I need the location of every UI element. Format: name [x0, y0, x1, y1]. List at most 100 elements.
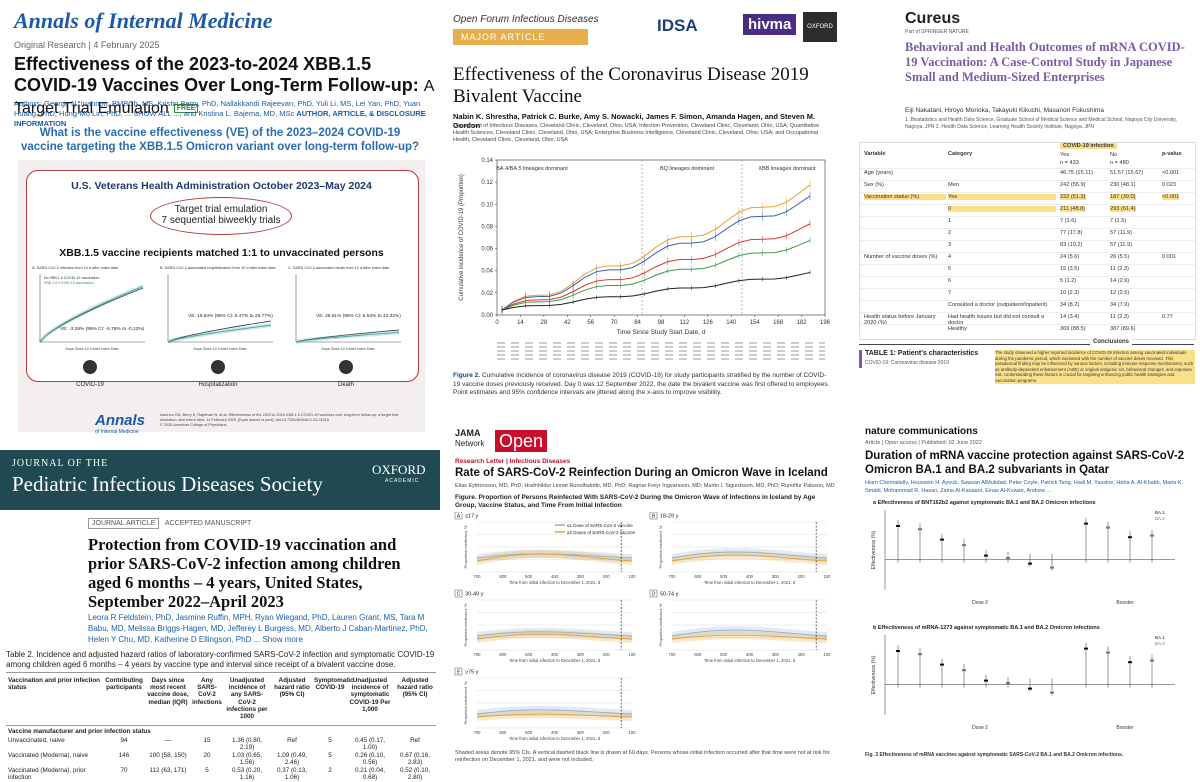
journal-logo: Cureus	[905, 10, 961, 27]
x-label: Days Since 10 d After Index Date	[194, 347, 247, 351]
y-label: Proportion reinfected, %	[658, 525, 663, 568]
row-line	[860, 216, 1195, 217]
figure-footnote: Shaded areas denote 95% CIs. A vertical …	[455, 750, 830, 763]
table-cell: 5	[328, 737, 332, 744]
table-cell: 7	[948, 290, 952, 296]
effect-marker	[984, 554, 988, 557]
design-sub: 7 sequential biweekly trials	[161, 215, 281, 226]
design: Target trial emulation	[174, 204, 268, 215]
table-cell: 187 (39.0)	[1110, 194, 1136, 201]
figure-caption: Figure. Proportion of Persons Reinfected…	[455, 494, 816, 509]
panel-letter-box	[454, 512, 463, 520]
article-title: Effectiveness of the 2023-to-2024 XBB.1.…	[14, 54, 434, 119]
x-tick-label: 200	[603, 652, 611, 657]
x-tick-label: 182	[797, 320, 808, 326]
effect-marker	[1106, 526, 1110, 529]
section: Research Letter | Infectious Diseases	[455, 458, 571, 465]
effect-marker	[1084, 647, 1088, 650]
ci-band	[672, 626, 827, 640]
table-cell: Ref	[287, 737, 297, 744]
panel-title: B. SARS-CoV-2-associated hospitalization…	[160, 266, 276, 270]
outcome-label: COVID-19	[76, 382, 104, 388]
row-line	[860, 324, 1195, 325]
table-cell: 5	[205, 767, 209, 774]
x-tick-label: 154	[750, 320, 761, 326]
effectiveness-charts: a Effectiveness of BNT162b2 against symp…	[871, 500, 1175, 731]
table-cell: Number of vaccine doses (%)	[864, 254, 938, 260]
publisher: OXFORD	[372, 462, 426, 477]
panel-letter-box	[649, 512, 658, 520]
x-tick-label: 84	[634, 320, 641, 326]
row-line	[860, 228, 1195, 229]
x-tick-label: 700	[669, 652, 677, 657]
table-cell: 7 (1.5)	[1110, 218, 1127, 224]
curve	[39, 287, 144, 343]
effect-marker	[1028, 687, 1032, 690]
curve	[501, 271, 811, 311]
effect-marker	[940, 663, 944, 666]
article-meta: Article | Open access | Published: 02 Ju…	[865, 440, 982, 446]
x-tick-label: 200	[603, 574, 611, 579]
effect-marker	[984, 679, 988, 682]
x-tick-label: 0	[495, 320, 499, 326]
article-date: 4 February 2025	[93, 40, 160, 50]
article-title: Protection from COVID-19 vaccination and…	[88, 535, 401, 611]
table-cell: 112 (63, 171)	[149, 767, 187, 774]
x-tick-label: 126	[703, 320, 714, 326]
panel-letter-box	[649, 589, 658, 598]
effect-marker	[1150, 659, 1154, 662]
footer-logo-sub: of Internal Medicine	[95, 429, 139, 435]
header-cell: Vaccination and prior infection status	[8, 677, 101, 692]
row-line	[860, 264, 1195, 265]
article-type: JOURNAL ARTICLE	[88, 518, 160, 529]
logo-network: Network	[455, 439, 485, 448]
authors: Authors: George N. Ioannou, BMBCh, MS, K…	[14, 99, 434, 129]
table-cell: 0.023	[1162, 182, 1176, 188]
key-question: What is the vaccine effectiveness (VE) o…	[20, 127, 420, 153]
row-line	[860, 276, 1195, 277]
x-tick-label: 500	[525, 730, 533, 735]
y-label: Proportion reinfected, %	[463, 681, 468, 724]
row-line	[860, 240, 1195, 241]
curve	[671, 629, 828, 637]
curve	[295, 332, 400, 343]
table-cell: 70	[120, 767, 128, 774]
caption-bar	[859, 350, 862, 368]
article-title: Rate of SARS-CoV-2 Reinfection During an…	[455, 467, 828, 479]
header-cell: Contributing participants	[105, 677, 143, 692]
table-cell: 1.09 (0.49, 2.46)	[276, 752, 308, 767]
curve	[671, 551, 828, 559]
age-group: 30-49 y	[465, 592, 484, 598]
journal-logo: Annals of Internal Medicine	[14, 8, 273, 33]
ci-band	[38, 284, 144, 344]
table-cell: 0.77	[1162, 314, 1173, 320]
reinfection-plots: A ≤17 y Proportion reinfected, % 700 600 500 4…	[454, 512, 831, 741]
table-cell: 34 (7.9)	[1110, 302, 1130, 308]
matching: XBB.1.5 vaccine recipients matched 1:1 t…	[59, 247, 384, 259]
effect-marker	[940, 538, 944, 541]
conclusion-text: The study observed a higher reported inc…	[995, 350, 1195, 384]
panel-letter-box	[454, 667, 463, 676]
legend-entry: BA.2	[1155, 516, 1165, 521]
x-tick-label: 300	[577, 574, 585, 579]
table-cell: 24 (5.6)	[1060, 254, 1080, 260]
jpids-panel: JOURNAL OF THE Pediatric Infectious Dise…	[0, 450, 440, 782]
curve	[167, 324, 272, 343]
header-cell: Yes	[1060, 152, 1070, 158]
x-tick-label: 700	[474, 730, 482, 735]
table-cell: Vaccinated (Moderna), naive	[8, 752, 89, 759]
y-tick-label: 0.02	[481, 291, 493, 297]
section-row: Vaccine manufacturer and prior infection…	[8, 728, 151, 735]
author-info-link[interactable]: AUTHOR, ARTICLE, & DISCLOSURE INFORMATIO…	[14, 109, 426, 128]
x-tick-label: 28	[541, 320, 548, 326]
effect-marker	[1006, 682, 1010, 684]
x-label: Time from initial infection to December …	[704, 580, 796, 585]
y-tick-label: 0.06	[481, 247, 493, 253]
km-chart: C. SARS-CoV-2-associated death from 10 d…	[288, 266, 401, 388]
table-cell: 11 (2.3)	[1110, 266, 1129, 272]
table-cell: 2	[948, 230, 952, 236]
table-cell: 14 (3.4)	[1060, 314, 1080, 320]
table-cell: 34 (8.2)	[1060, 302, 1080, 308]
table-cell: Sex (%)	[864, 182, 884, 188]
